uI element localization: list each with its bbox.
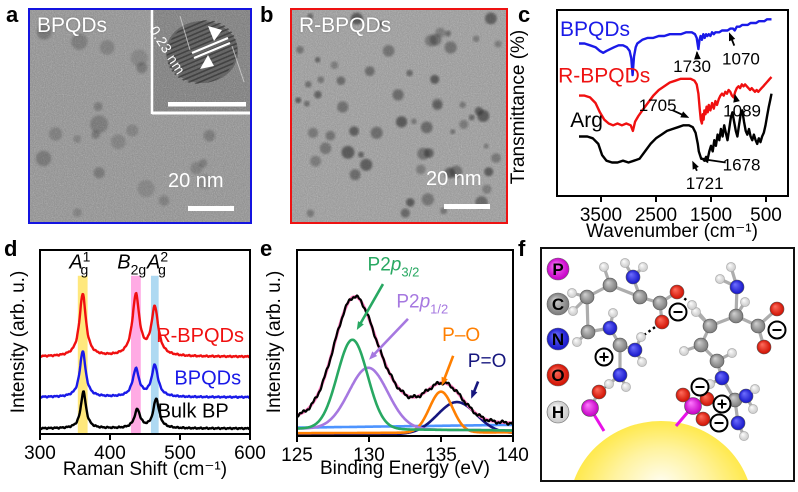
svg-text:P2p1/2: P2p1/2	[396, 292, 448, 317]
xps-x-axis-label: Binding Energy (eV)	[319, 458, 491, 479]
panel-b-scale-bar	[444, 204, 490, 209]
panel-b-sample-label: R-BPQDs	[299, 14, 392, 37]
svg-text:C: C	[552, 295, 564, 314]
svg-text:BPQDs: BPQDs	[560, 18, 630, 41]
svg-text:135: 135	[425, 445, 457, 466]
svg-text:125: 125	[281, 445, 313, 466]
svg-text:300: 300	[24, 443, 56, 464]
svg-text:P2p3/2: P2p3/2	[368, 254, 420, 279]
svg-text:600: 600	[234, 443, 266, 464]
panel-letter-a: a	[6, 2, 19, 27]
svg-text:1721: 1721	[686, 174, 724, 193]
svg-text:Bulk BP: Bulk BP	[158, 400, 229, 422]
legend-atom-N	[546, 327, 570, 351]
panel-letter-c: c	[518, 2, 531, 27]
raman-x-axis-label: Raman Shift (cm⁻¹)	[62, 459, 228, 480]
panel-b-scale-text: 20 nm	[426, 168, 482, 190]
panel-a-tem-bpqds: BPQDs 0.23 nm 20 nm	[28, 8, 252, 224]
svg-text:140: 140	[497, 445, 529, 466]
legend-atom-H	[546, 400, 570, 424]
svg-text:O: O	[551, 366, 564, 385]
svg-text:1089: 1089	[723, 101, 761, 120]
svg-text:1705: 1705	[639, 96, 677, 115]
svg-text:500: 500	[164, 443, 196, 464]
tem-image-a	[30, 10, 250, 222]
svg-text:130: 130	[353, 445, 385, 466]
svg-text:N: N	[552, 330, 564, 349]
panel-letter-d: d	[4, 236, 18, 261]
svg-text:R-BPQDs: R-BPQDs	[156, 325, 244, 347]
svg-text:BPQDs: BPQDs	[174, 367, 241, 389]
xps-chart: 125 130 135 140 P2p3/2 P2p1/2 P–O P=O	[281, 249, 529, 466]
svg-text:1070: 1070	[722, 49, 760, 68]
svg-text:A2g: A2 g	[146, 248, 168, 277]
svg-text:3500: 3500	[580, 205, 622, 226]
svg-text:P: P	[552, 260, 563, 279]
svg-text:Arg: Arg	[570, 109, 603, 132]
panel-letter-f: f	[518, 236, 526, 261]
raman-chart: 300 400 500 600 R-BPQDs BPQDs Bulk BP A1 g B2g A2 g	[24, 248, 266, 464]
panel-a-sample-label: BPQDs	[37, 14, 108, 37]
panel-letter-b: b	[260, 2, 274, 27]
svg-text:B2g: B2g	[117, 251, 146, 277]
svg-text:500: 500	[750, 205, 782, 226]
svg-text:H: H	[552, 403, 564, 422]
svg-text:1678: 1678	[723, 155, 761, 174]
panel-b-tem-rbpqds: R-BPQDs 20 nm	[290, 8, 508, 224]
ftir-chart: 3500 2500 1500 500 BPQDs R-BPQDs Arg 1730 1070 17…	[556, 9, 789, 226]
legend-atom-C	[546, 292, 570, 316]
tem-image-b	[292, 10, 506, 222]
svg-text:2500: 2500	[635, 205, 677, 226]
legend-atom-O	[546, 363, 570, 387]
panel-a-scale-bar	[188, 206, 234, 211]
panel-letter-e: e	[260, 236, 273, 261]
svg-text:R-BPQDs: R-BPQDs	[558, 65, 650, 88]
panel-a-scale-text: 20 nm	[168, 170, 224, 192]
legend-atom-P	[546, 257, 570, 281]
ftir-y-axis-label: Transmittance (%)	[508, 29, 529, 185]
svg-text:400: 400	[94, 443, 126, 464]
svg-text:1500: 1500	[690, 205, 732, 226]
svg-text:P–O: P–O	[442, 325, 480, 346]
svg-text:1730: 1730	[673, 57, 711, 76]
svg-text:A1g: A1 g	[68, 248, 90, 277]
ftir-x-axis-label: Wavenumber (cm⁻¹)	[586, 221, 758, 242]
svg-text:P=O: P=O	[468, 351, 507, 372]
